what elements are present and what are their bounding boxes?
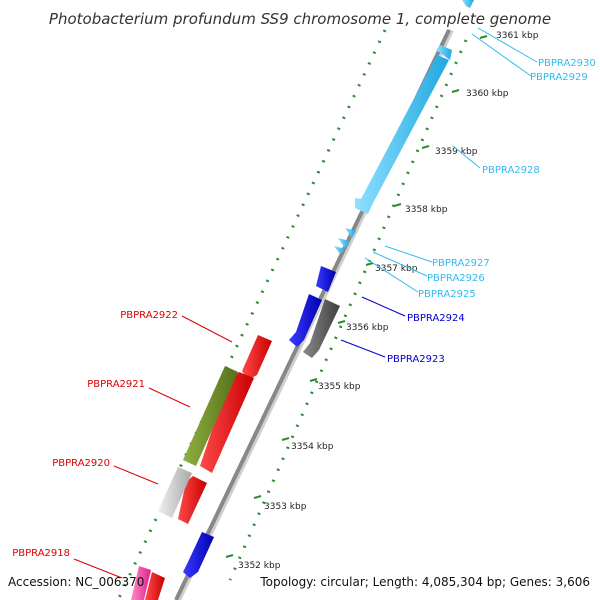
forward-strand-genes [183,0,474,578]
gene-arrow-red-bottom[interactable] [145,572,165,600]
gene-arrow-pbpra2922[interactable] [242,335,272,380]
tick-label: 3358 kbp [405,205,448,215]
tick-3353: 3353 kbp [253,495,307,512]
gene-label-pbpra2926[interactable]: PBPRA2926 [427,273,485,284]
gene-label-pbpra2925[interactable]: PBPRA2925 [418,289,476,300]
gene-label-pbpra2924[interactable]: PBPRA2924 [407,313,465,324]
map-title: Photobacterium profundum SS9 chromosome … [49,10,551,28]
tick-3357: 3357 kbp [365,262,418,274]
gene-arrow-pbpra2925[interactable] [334,246,346,254]
reverse-strand-genes [131,335,272,600]
gene-arrow-pbpra2926[interactable] [338,238,350,248]
accession-text: Accession: NC_006370 [8,575,144,589]
gene-label-pbpra2920[interactable]: PBPRA2920 [52,458,110,469]
tick-3358: 3358 kbp [393,203,448,215]
tick-3359: 3359 kbp [421,145,478,157]
gene-arrow-pbpra2920[interactable] [158,467,192,518]
gene-label-pbpra2923[interactable]: PBPRA2923 [387,354,445,365]
gene-arrow-pbpra2924-upper[interactable] [316,266,336,292]
gene-arrow-pbpra2924[interactable] [289,294,322,347]
tick-label: 3353 kbp [264,502,307,512]
tick-label: 3354 kbp [291,442,334,452]
tick-label: 3357 kbp [375,264,418,274]
gene-label-pbpra2918[interactable]: PBPRA2918 [12,548,70,559]
tick-3355: 3355 kbp [309,378,361,392]
gene-label-pbpra2929[interactable]: PBPRA2929 [530,72,588,83]
tick-label: 3356 kbp [346,323,389,333]
gene-arrow-pbpra2928[interactable] [355,55,449,214]
gene-labels: PBPRA2930 PBPRA2929 PBPRA2928 PBPRA2927 … [12,58,596,559]
gene-label-pbpra2928[interactable]: PBPRA2928 [482,165,540,176]
gene-arrow-pbpra2930[interactable] [462,0,474,8]
topology-summary: Topology: circular; Length: 4,085,304 bp… [259,575,590,589]
tick-label: 3355 kbp [318,382,361,392]
gene-arrow-blue-3352[interactable] [183,532,214,578]
tick-3361: 3361 kbp [479,31,539,41]
tick-label: 3361 kbp [496,31,539,41]
tick-label: 3352 kbp [238,561,281,571]
gene-arrow-pbpra2921[interactable] [183,366,238,466]
tick-label: 3359 kbp [435,147,478,157]
label-leaders [73,27,538,579]
tick-label: 3360 kbp [466,89,509,99]
tick-3356: 3356 kbp [337,320,389,333]
gene-label-pbpra2927[interactable]: PBPRA2927 [432,258,490,269]
inner-dotted-track [228,39,468,581]
tick-3352: 3352 kbp [225,554,281,571]
gene-arrow-pbpra2927[interactable] [345,228,356,238]
tick-3354: 3354 kbp [281,437,334,452]
tick-3360: 3360 kbp [451,89,509,99]
tick-scale: 3361 kbp 3360 kbp 3359 kbp 3358 kbp 3357… [225,31,539,571]
gene-label-pbpra2921[interactable]: PBPRA2921 [87,379,145,390]
gene-label-pbpra2922[interactable]: PBPRA2922 [120,310,178,321]
gene-label-pbpra2930[interactable]: PBPRA2930 [538,58,596,69]
gene-arrow-pbpra2918[interactable] [131,566,151,600]
gene-arrow-pbpra2923[interactable] [303,299,340,358]
gene-arrow-pbpra2921-red[interactable] [200,372,254,473]
gene-arrow-pbpra2929[interactable] [436,45,452,60]
